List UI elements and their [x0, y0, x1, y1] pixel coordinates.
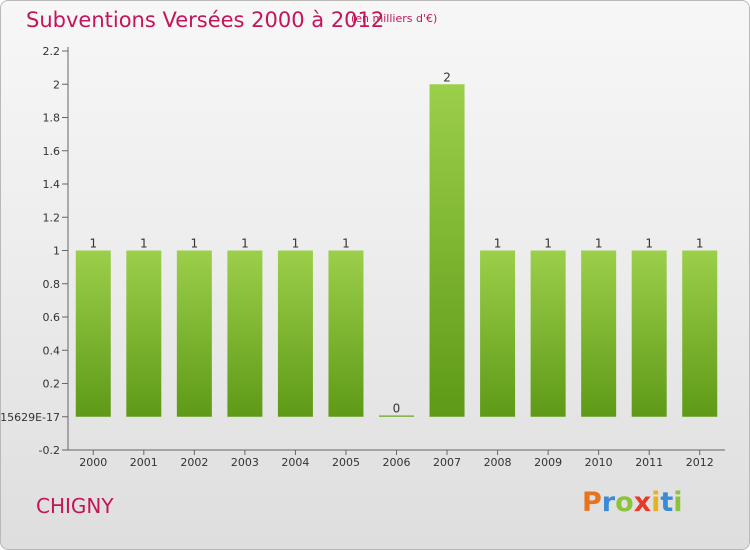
data-label: 1 — [494, 237, 502, 251]
logo-letter: t — [660, 487, 674, 518]
proxiti-logo: Proxiti — [582, 487, 683, 518]
x-tick-label: 2001 — [130, 456, 158, 469]
x-tick-label: 2002 — [180, 456, 208, 469]
bar — [227, 250, 263, 417]
bar — [581, 250, 617, 417]
x-tick-label: 2011 — [635, 456, 663, 469]
data-label: 1 — [89, 237, 97, 251]
logo-letter: P — [582, 487, 602, 518]
x-tick-label: 2010 — [585, 456, 613, 469]
x-tick-label: 2012 — [686, 456, 714, 469]
y-tick-label: 0.4 — [43, 344, 61, 357]
bar — [176, 250, 212, 417]
bar — [379, 415, 414, 417]
data-label: 1 — [544, 237, 552, 251]
y-tick-label: 1.4 — [43, 178, 61, 191]
bar — [75, 250, 111, 417]
y-tick-label: 2 — [53, 78, 60, 91]
x-tick-label: 2009 — [534, 456, 562, 469]
x-tick-label: 2007 — [433, 456, 461, 469]
bar — [429, 84, 465, 417]
y-tick-label: 0.8 — [43, 278, 61, 291]
y-tick-label: 2.2 — [43, 45, 61, 58]
data-label: 1 — [292, 237, 300, 251]
data-label: 1 — [140, 237, 148, 251]
bar — [682, 250, 718, 417]
town-name: CHIGNY — [36, 494, 114, 518]
data-label: 1 — [241, 237, 249, 251]
x-tick-label: 2006 — [383, 456, 411, 469]
data-label: 1 — [595, 237, 603, 251]
y-tick-label: 1 — [53, 245, 60, 258]
chart-title: Subventions Versées 2000 à 2012 — [26, 8, 385, 32]
y-tick-label: 0.6 — [43, 311, 61, 324]
data-label: 1 — [645, 237, 653, 251]
y-tick-label: -0.2 — [39, 444, 60, 457]
y-tick-label: 1.2 — [43, 211, 61, 224]
bar — [631, 250, 667, 417]
labels: 1 1 1 1 1 1 0 2 1 1 1 1 1 — [89, 70, 703, 415]
x-tick-label: 2004 — [281, 456, 309, 469]
bar — [277, 250, 313, 417]
x-tick-label: 2005 — [332, 456, 360, 469]
bar — [328, 250, 364, 417]
data-label: 2 — [443, 70, 451, 84]
bar — [480, 250, 516, 417]
x-tick-label: 2000 — [79, 456, 107, 469]
data-label: 0 — [393, 401, 401, 415]
bar — [126, 250, 162, 417]
bars — [75, 84, 718, 417]
y-tick-label: 1.8 — [43, 112, 61, 125]
y-tick-label: 1.6 — [43, 145, 61, 158]
unit-note: (en milliers d'€) — [351, 12, 438, 25]
y-tick-label: 0.2 — [43, 378, 61, 391]
logo-letter: x — [633, 487, 652, 518]
x-tick-label: 2003 — [231, 456, 259, 469]
logo-letter: r — [601, 487, 616, 518]
data-label: 1 — [191, 237, 199, 251]
logo-letter: i — [651, 487, 661, 518]
y-tick-label: -15629E-17 — [0, 411, 60, 424]
bar — [530, 250, 566, 417]
logo-letter: o — [615, 487, 634, 518]
logo-letter: i — [673, 487, 683, 518]
axes: -0.2 -15629E-17 0.2 0.4 0.6 0.8 1 1.2 1.4 1.6 1.8 2… — [0, 45, 725, 469]
data-label: 1 — [696, 237, 704, 251]
data-label: 1 — [342, 237, 350, 251]
x-tick-label: 2008 — [484, 456, 512, 469]
